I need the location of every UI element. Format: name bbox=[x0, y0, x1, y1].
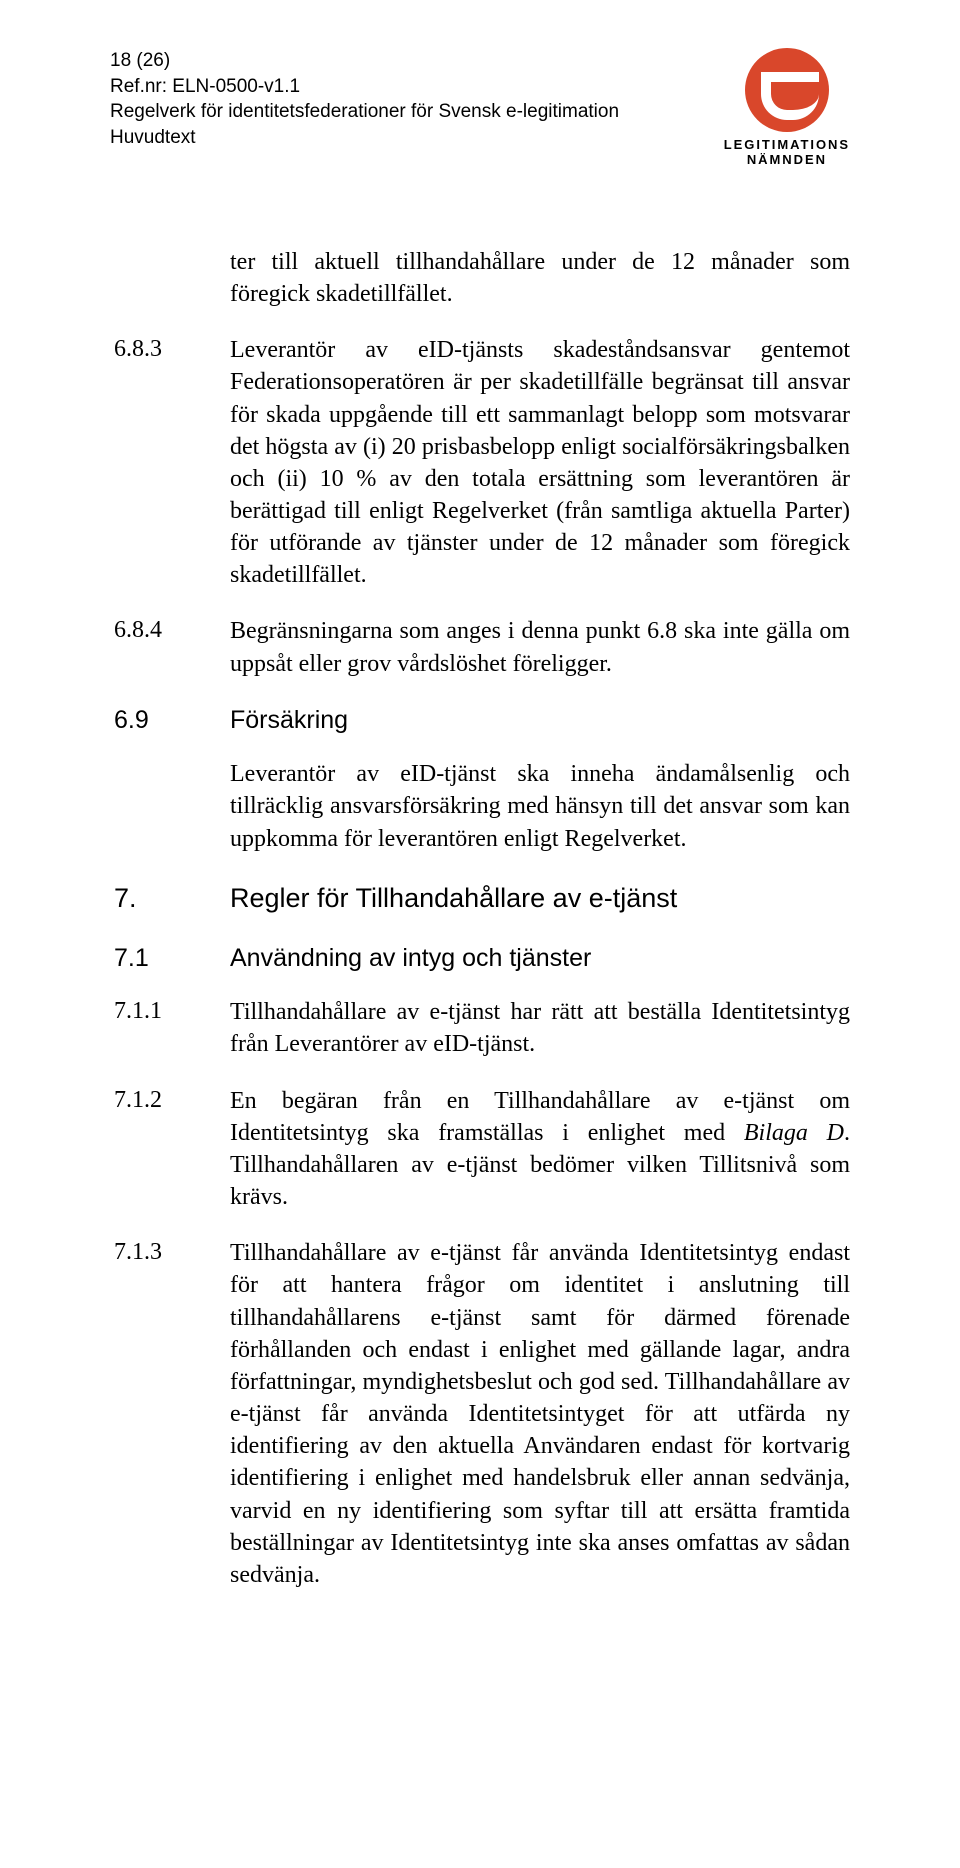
section-6-9-text: Leverantör av eID-tjänst ska inneha ända… bbox=[114, 758, 850, 854]
clause-num: 6.8.4 bbox=[114, 615, 230, 644]
clause-text: Begränsningarna som anges i denna punkt … bbox=[230, 615, 850, 679]
clause-6-8-3: 6.8.3 Leverantör av eID-tjänsts skadestå… bbox=[114, 334, 850, 591]
ref-number: Ref.nr: ELN-0500-v1.1 bbox=[110, 74, 619, 100]
clause-text: Tillhandahållare av e-tjänst får använda… bbox=[230, 1237, 850, 1591]
clause-text: Tillhandahållare av e-tjänst har rätt at… bbox=[230, 996, 850, 1060]
section-num: 6.9 bbox=[114, 704, 230, 735]
clause-7-1-1: 7.1.1 Tillhandahållare av e-tjänst har r… bbox=[114, 996, 850, 1060]
clause-text: En begäran från en Tillhandahållare av e… bbox=[230, 1085, 850, 1214]
num-empty bbox=[114, 758, 230, 760]
clause-text: Leverantör av eID-tjänsts skadeståndsans… bbox=[230, 334, 850, 591]
clause-num: 7.1.3 bbox=[114, 1237, 230, 1266]
num-empty bbox=[114, 246, 230, 248]
section-7-1-heading: 7.1 Användning av intyg och tjänster bbox=[114, 942, 850, 975]
logo-word-line1: LEGITIMATIONS bbox=[724, 138, 850, 153]
section-heading: Användning av intyg och tjänster bbox=[230, 942, 850, 975]
page-number: 18 (26) bbox=[110, 48, 619, 74]
body: ter till aktuell tillhandahållare under … bbox=[110, 246, 850, 1591]
section-num: 7.1 bbox=[114, 942, 230, 973]
section-heading: Försäkring bbox=[230, 704, 850, 737]
logo-wordmark: LEGITIMATIONS NÄMNDEN bbox=[724, 138, 850, 168]
clause-7-1-2: 7.1.2 En begäran från en Tillhandahållar… bbox=[114, 1085, 850, 1214]
clause-num: 7.1.1 bbox=[114, 996, 230, 1025]
section-num: 7. bbox=[114, 881, 230, 914]
page: 18 (26) Ref.nr: ELN-0500-v1.1 Regelverk … bbox=[0, 0, 960, 1868]
logo: LEGITIMATIONS NÄMNDEN bbox=[724, 48, 850, 168]
doc-title: Regelverk för identitetsfederationer för… bbox=[110, 99, 619, 125]
section-7-heading: 7. Regler för Tillhandahållare av e-tjän… bbox=[114, 881, 850, 916]
section-heading: Regler för Tillhandahållare av e-tjänst bbox=[230, 881, 850, 916]
clause-ital: Bilaga D bbox=[744, 1120, 844, 1146]
clause-num: 6.8.3 bbox=[114, 334, 230, 363]
intro-text: ter till aktuell tillhandahållare under … bbox=[230, 246, 850, 310]
continuation-paragraph: ter till aktuell tillhandahållare under … bbox=[114, 246, 850, 310]
clause-6-8-4: 6.8.4 Begränsningarna som anges i denna … bbox=[114, 615, 850, 679]
logo-e-icon bbox=[745, 48, 829, 132]
logo-word-line2: NÄMNDEN bbox=[724, 153, 850, 168]
section-6-9-heading: 6.9 Försäkring bbox=[114, 704, 850, 737]
clause-7-1-3: 7.1.3 Tillhandahållare av e-tjänst får a… bbox=[114, 1237, 850, 1591]
header-meta: 18 (26) Ref.nr: ELN-0500-v1.1 Regelverk … bbox=[110, 48, 619, 151]
clause-num: 7.1.2 bbox=[114, 1085, 230, 1114]
page-header: 18 (26) Ref.nr: ELN-0500-v1.1 Regelverk … bbox=[110, 48, 850, 168]
clause-text: Leverantör av eID-tjänst ska inneha ända… bbox=[230, 758, 850, 854]
doc-subtitle: Huvudtext bbox=[110, 125, 619, 151]
